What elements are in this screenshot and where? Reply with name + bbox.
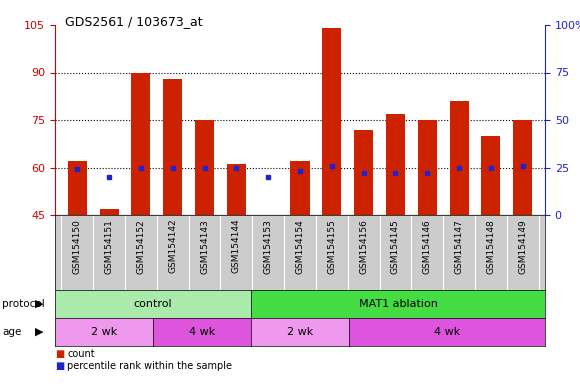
Bar bbox=[68, 161, 87, 215]
Text: GSM154142: GSM154142 bbox=[168, 219, 177, 273]
Bar bbox=[481, 136, 501, 215]
Bar bbox=[450, 101, 469, 215]
Text: 4 wk: 4 wk bbox=[434, 327, 460, 337]
Bar bbox=[418, 120, 437, 215]
Text: control: control bbox=[133, 299, 172, 309]
Text: GSM154152: GSM154152 bbox=[136, 219, 146, 273]
Text: GSM154148: GSM154148 bbox=[487, 219, 495, 273]
Text: 2 wk: 2 wk bbox=[91, 327, 117, 337]
Text: GSM154153: GSM154153 bbox=[264, 219, 273, 274]
Text: GDS2561 / 103673_at: GDS2561 / 103673_at bbox=[65, 15, 202, 28]
Text: ■: ■ bbox=[55, 349, 64, 359]
Bar bbox=[100, 209, 119, 215]
Text: GSM154151: GSM154151 bbox=[104, 219, 114, 274]
Text: GSM154149: GSM154149 bbox=[518, 219, 527, 273]
Bar bbox=[354, 129, 373, 215]
Text: age: age bbox=[2, 327, 21, 337]
Text: MAT1 ablation: MAT1 ablation bbox=[358, 299, 437, 309]
Text: ▶: ▶ bbox=[35, 327, 44, 337]
Text: ■: ■ bbox=[55, 361, 64, 371]
Text: GSM154145: GSM154145 bbox=[391, 219, 400, 273]
Text: GSM154143: GSM154143 bbox=[200, 219, 209, 273]
Text: GSM154146: GSM154146 bbox=[423, 219, 432, 273]
Text: protocol: protocol bbox=[2, 299, 45, 309]
Bar bbox=[227, 164, 246, 215]
Text: count: count bbox=[67, 349, 95, 359]
Bar bbox=[513, 120, 532, 215]
Text: ▶: ▶ bbox=[35, 299, 44, 309]
Bar bbox=[163, 79, 182, 215]
Text: 2 wk: 2 wk bbox=[287, 327, 313, 337]
Bar bbox=[322, 28, 342, 215]
Text: GSM154150: GSM154150 bbox=[72, 219, 82, 274]
Text: GSM154155: GSM154155 bbox=[327, 219, 336, 274]
Bar bbox=[291, 161, 310, 215]
Bar bbox=[386, 114, 405, 215]
Text: GSM154156: GSM154156 bbox=[359, 219, 368, 274]
Text: percentile rank within the sample: percentile rank within the sample bbox=[67, 361, 232, 371]
Text: 4 wk: 4 wk bbox=[189, 327, 215, 337]
Bar bbox=[195, 120, 214, 215]
Text: GSM154154: GSM154154 bbox=[295, 219, 305, 273]
Text: GSM154144: GSM154144 bbox=[232, 219, 241, 273]
Text: GSM154147: GSM154147 bbox=[455, 219, 463, 273]
Bar bbox=[131, 73, 150, 215]
